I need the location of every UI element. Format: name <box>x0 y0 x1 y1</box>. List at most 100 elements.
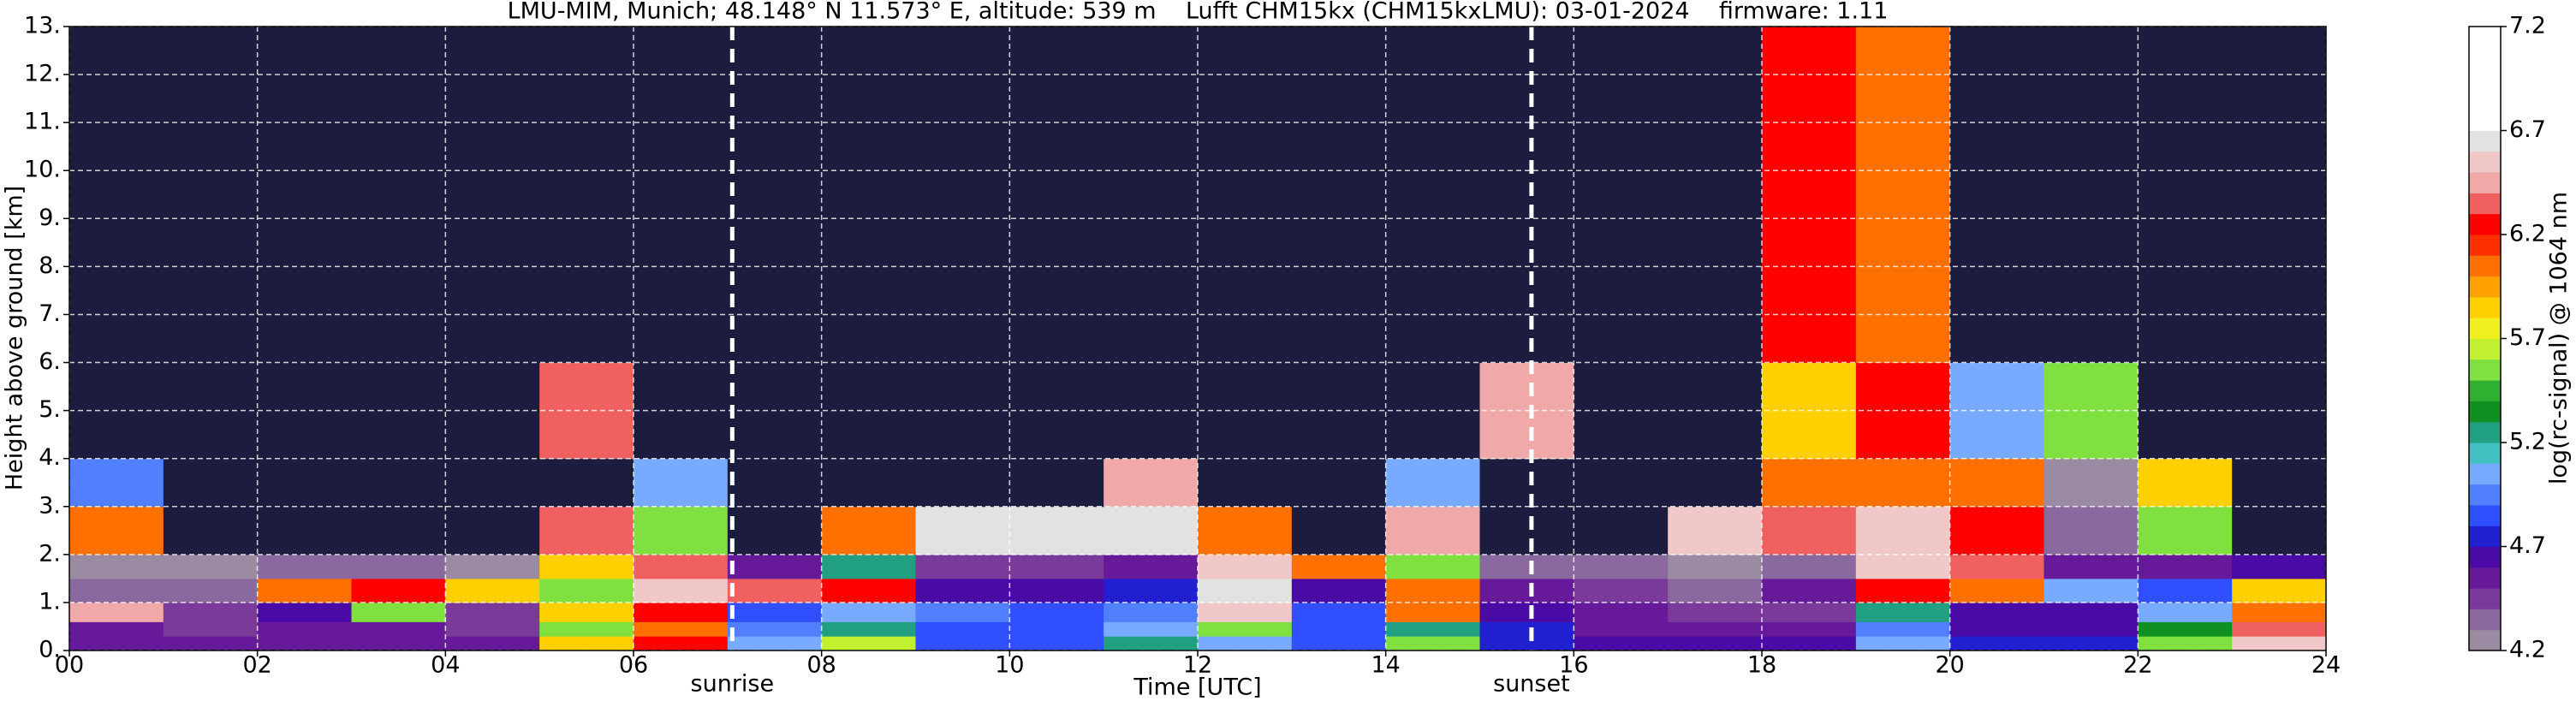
heatmap-cell <box>1574 621 1669 637</box>
heatmap-cell <box>1198 602 1293 622</box>
heatmap-cell <box>351 621 446 637</box>
heatmap-cell <box>1762 458 1857 508</box>
colorbar-segment <box>2469 484 2501 506</box>
y-axis-label: Height above ground [km] <box>2 186 28 490</box>
heatmap-cell <box>1104 621 1199 637</box>
heatmap-cell <box>821 621 916 637</box>
heatmap-cell <box>1855 602 1951 622</box>
heatmap-cell <box>727 458 823 508</box>
heatmap-cell <box>2138 506 2233 556</box>
heatmap-cell <box>1291 27 1387 364</box>
heatmap-cell <box>2138 458 2233 508</box>
x-tick-label: 08 <box>806 652 836 679</box>
heatmap-cell <box>727 578 823 603</box>
colorbar-segment <box>2469 338 2501 360</box>
heatmap-cell <box>1385 27 1480 364</box>
heatmap-cell <box>1668 621 1763 637</box>
y-tick-label: 1. <box>39 588 61 615</box>
y-tick-label: 7. <box>39 300 61 327</box>
heatmap-cell <box>1385 602 1480 622</box>
heatmap-cell <box>257 602 352 622</box>
heatmap-cell <box>2232 554 2327 579</box>
heatmap-cell <box>1479 506 1574 556</box>
heatmap-cell <box>1198 554 1293 579</box>
heatmap-cell <box>1949 578 2044 603</box>
heatmap-cell <box>2232 458 2327 508</box>
colorbar-segment <box>2469 318 2501 339</box>
heatmap-cell <box>1479 554 1574 579</box>
y-tick-label: 12. <box>24 61 61 87</box>
colorbar-segment <box>2469 276 2501 298</box>
heatmap-cell <box>445 506 540 556</box>
heatmap-cell <box>821 458 916 508</box>
heatmap-cell <box>2138 636 2233 651</box>
heatmap-cell <box>634 554 729 579</box>
heatmap-cell <box>445 458 540 508</box>
heatmap-cell <box>1949 506 2044 556</box>
heatmap-cell <box>1104 636 1199 651</box>
x-axis-label: Time [UTC] <box>1133 674 1261 701</box>
heatmap-cell <box>1385 621 1480 637</box>
colorbar-tick-label: 4.2 <box>2509 637 2546 663</box>
heatmap-cell <box>727 554 823 579</box>
colorbar-segment <box>2469 504 2501 526</box>
colorbar-segment <box>2469 463 2501 485</box>
heatmap-cell <box>1198 27 1293 364</box>
heatmap-cell <box>2044 554 2139 579</box>
x-tick-label: 16 <box>1559 652 1588 679</box>
heatmap-cell <box>2044 621 2139 637</box>
colorbar-segment <box>2469 401 2501 423</box>
heatmap-cell <box>634 506 729 556</box>
heatmap-cell <box>69 458 164 508</box>
heatmap-cell <box>445 27 540 364</box>
heatmap-cell <box>1668 506 1763 556</box>
heatmap-cell <box>163 621 259 637</box>
colorbar-segment <box>2469 629 2501 651</box>
heatmap-cell <box>727 636 823 651</box>
heatmap-cell <box>2232 621 2327 637</box>
heatmap-cell <box>1949 458 2044 508</box>
heatmap-cell <box>821 636 916 651</box>
y-tick-label: 5. <box>39 396 61 423</box>
y-tick-label: 11. <box>24 109 61 135</box>
heatmap-cell <box>1385 554 1480 579</box>
heatmap-cell <box>1198 636 1293 651</box>
heatmap-cell <box>1855 458 1951 508</box>
heatmap-cell <box>2232 506 2327 556</box>
heatmap-cell <box>2044 636 2139 651</box>
heatmap-cell <box>1762 27 1857 364</box>
heatmap-cell <box>445 578 540 603</box>
heatmap-cell <box>1009 621 1104 637</box>
heatmap-cell <box>1762 578 1857 603</box>
heatmap-cell <box>1668 636 1763 651</box>
heatmap-cell <box>1668 578 1763 603</box>
marker-label: sunset <box>1493 671 1570 698</box>
heatmap-cell <box>2138 578 2233 603</box>
colorbar-segment <box>2469 151 2501 173</box>
colorbar-label: log(rc-signal) @ 1064 nm <box>2546 192 2573 484</box>
heatmap-cell <box>2044 506 2139 556</box>
heatmap-cell <box>69 554 164 579</box>
y-tick-label: 2. <box>39 540 61 567</box>
colorbar-segment <box>2469 609 2501 631</box>
heatmap-cell <box>445 554 540 579</box>
heatmap-cell <box>351 506 446 556</box>
heatmap-cell <box>1762 554 1857 579</box>
colorbar-segment <box>2469 172 2501 193</box>
heatmap-cell <box>445 602 540 622</box>
heatmap-cell <box>2232 27 2327 364</box>
y-tick-label: 3. <box>39 492 61 519</box>
heatmap-cell <box>634 578 729 603</box>
heatmap-cell <box>1385 458 1480 508</box>
heatmap-cell <box>1104 27 1199 364</box>
heatmap-cell <box>634 621 729 637</box>
heatmap-cell <box>1855 506 1951 556</box>
x-tick-label: 06 <box>619 652 648 679</box>
x-tick-label: 10 <box>995 652 1024 679</box>
x-tick-label: 04 <box>431 652 460 679</box>
colorbar-segment <box>2469 546 2501 568</box>
heatmap-cell <box>1385 506 1480 556</box>
heatmap-cell <box>69 636 164 651</box>
